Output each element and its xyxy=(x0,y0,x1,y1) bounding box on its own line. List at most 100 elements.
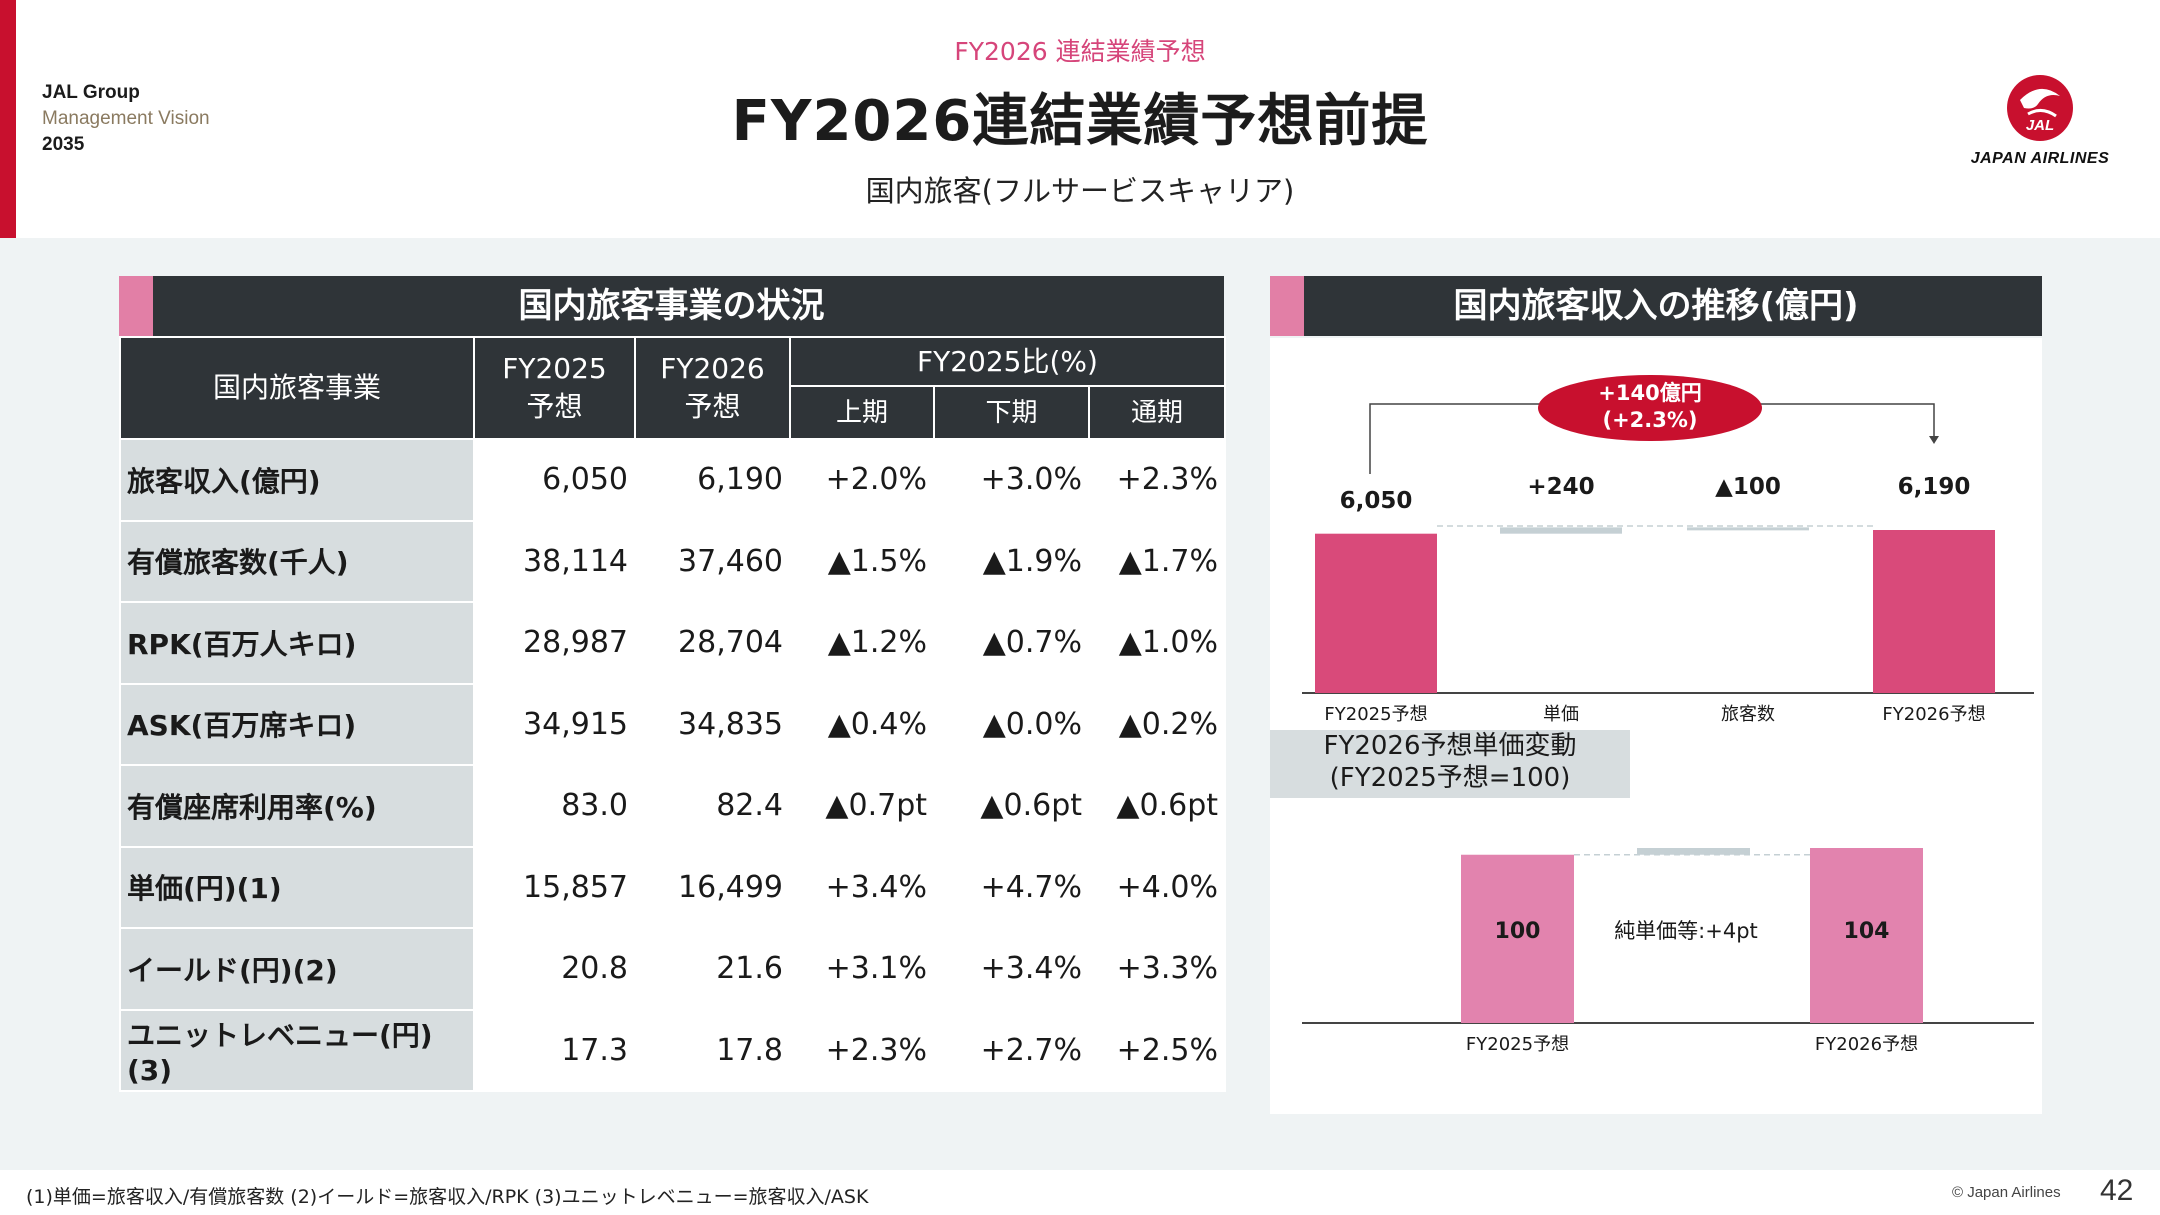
logo-mark-text: JAL xyxy=(2026,117,2054,134)
chart2-category-label: FY2026予想 xyxy=(1815,1034,1918,1055)
table-row: ASK(百万席キロ) 34,915 34,835 ▲0.4% ▲0.0% ▲0.2% xyxy=(119,682,1226,766)
cell-fy25: 6,050 xyxy=(473,438,636,522)
chart-section-header: 国内旅客収入の推移(億円) xyxy=(1270,276,2042,336)
cell-h2: ▲0.0% xyxy=(933,682,1090,766)
col-header-fy2026: FY2026 予想 xyxy=(634,336,791,440)
kicker-text: FY2026 連結業績予想 xyxy=(954,37,1206,66)
col-header-fy2026-year: FY2026 xyxy=(660,352,765,385)
chart1-value-label: +240 xyxy=(1527,474,1594,500)
chart2-category-label: FY2025予想 xyxy=(1466,1034,1569,1055)
cell-full: ▲0.6pt xyxy=(1088,764,1226,848)
page-title: FY2026連結業績予想前提 xyxy=(731,89,1429,154)
chart1-annotation-bubble xyxy=(1538,375,1762,441)
col-header-full: 通期 xyxy=(1088,385,1226,440)
table-row: イールド(円)(2) 20.8 21.6 +3.1% +3.4% +3.3% xyxy=(119,927,1226,1011)
row-label: ASK(百万席キロ) xyxy=(119,682,475,766)
cell-fy26: 21.6 xyxy=(634,927,791,1011)
cell-fy26: 17.8 xyxy=(634,1008,791,1092)
brand-line-1: JAL Group xyxy=(42,82,140,103)
cell-full: +4.0% xyxy=(1088,845,1226,929)
slide-header: JAL Group Management Vision 2035 FY2026 … xyxy=(0,0,2160,238)
cell-h1: +3.1% xyxy=(789,927,935,1011)
col-header-fy2026-note: 予想 xyxy=(684,390,741,423)
col-header-fy2025-note: 予想 xyxy=(526,390,583,423)
kpi-table-body: 旅客収入(億円) 6,050 6,190 +2.0% +3.0% +2.3% 有償旅客数(千… xyxy=(119,438,1226,1092)
accent-strip xyxy=(0,0,16,238)
table-row: ユニットレベニュー(円)(3) 17.3 17.8 +2.3% +2.7% +2.5% xyxy=(119,1008,1226,1092)
chart-section-title: 国内旅客収入の推移(億円) xyxy=(1453,286,1859,326)
chart1-value-label: 6,190 xyxy=(1898,474,1971,500)
col-header-fy2025-year: FY2025 xyxy=(502,352,607,385)
cell-full: ▲0.2% xyxy=(1088,682,1226,766)
cell-h2: +2.7% xyxy=(933,1008,1090,1092)
cell-h1: ▲0.4% xyxy=(789,682,935,766)
brand-line-3: 2035 xyxy=(42,134,85,155)
cell-h1: ▲1.2% xyxy=(789,601,935,685)
chart2-value-label: 104 xyxy=(1844,919,1890,944)
cell-h1: +2.3% xyxy=(789,1008,935,1092)
row-label: 単価(円)(1) xyxy=(119,845,475,929)
table-section-header: 国内旅客事業の状況 xyxy=(119,276,1224,336)
row-label: ユニットレベニュー(円)(3) xyxy=(119,1008,475,1092)
cell-full: +2.3% xyxy=(1088,438,1226,522)
logo-wordmark: JAPAN AIRLINES xyxy=(1970,150,2110,167)
chart1-bar xyxy=(1500,527,1622,534)
row-label: 旅客収入(億円) xyxy=(119,438,475,522)
page-number: 42 xyxy=(2100,1174,2134,1207)
cell-fy25: 83.0 xyxy=(473,764,636,848)
chart1-bracket-arrow xyxy=(1929,436,1939,444)
unit-price-caption-line1: FY2026予想単価変動 xyxy=(1323,731,1577,761)
cell-full: +3.3% xyxy=(1088,927,1226,1011)
col-group-header: FY2025比(%) xyxy=(789,336,1226,387)
table-row: 単価(円)(1) 15,857 16,499 +3.4% +4.7% +4.0% xyxy=(119,845,1226,929)
page-subtitle: 国内旅客(フルサービスキャリア) xyxy=(865,174,1295,208)
chart1-category-label: 旅客数 xyxy=(1721,704,1775,725)
copyright: © Japan Airlines xyxy=(1952,1184,2061,1201)
footnote: (1)単価=旅客収入/有償旅客数 (2)イールド=旅客収入/RPK (3)ユニッ… xyxy=(26,1186,869,1208)
table-section-title: 国内旅客事業の状況 xyxy=(518,286,825,326)
unit-price-chart-caption: FY2026予想単価変動 (FY2025予想=100) xyxy=(1270,730,1630,798)
cell-fy26: 82.4 xyxy=(634,764,791,848)
cell-h1: +3.4% xyxy=(789,845,935,929)
col-header-fy2025: FY2025 予想 xyxy=(473,336,636,440)
cell-h2: +4.7% xyxy=(933,845,1090,929)
row-label: RPK(百万人キロ) xyxy=(119,601,475,685)
table-header-row-1: 国内旅客事業 FY2025 予想 FY2026 予想 FY2025比(%) xyxy=(119,336,1226,440)
cell-h1: +2.0% xyxy=(789,438,935,522)
cell-full: +2.5% xyxy=(1088,1008,1226,1092)
revenue-waterfall-chart: +140億円 (+2.3%) 6,050 FY2025予想 +240 単価 ▲100 旅客… xyxy=(1302,375,2034,725)
cell-fy25: 20.8 xyxy=(473,927,636,1011)
col-header-h1: 上期 xyxy=(789,385,935,440)
cell-h2: ▲1.9% xyxy=(933,519,1090,603)
kpi-table: 国内旅客事業 FY2025 予想 FY2026 予想 FY2025比(%) 上期… xyxy=(119,336,1226,1092)
cell-fy26: 6,190 xyxy=(634,438,791,522)
chart1-bar xyxy=(1873,530,1995,693)
cell-fy25: 34,915 xyxy=(473,682,636,766)
section-header-accent xyxy=(1270,276,1304,336)
col-header-h2: 下期 xyxy=(933,385,1090,440)
section-header-accent xyxy=(119,276,153,336)
cell-fy26: 28,704 xyxy=(634,601,791,685)
table-row: 旅客収入(億円) 6,050 6,190 +2.0% +3.0% +2.3% xyxy=(119,438,1226,522)
corner-header: 国内旅客事業 xyxy=(119,336,475,440)
chart1-category-label: FY2025予想 xyxy=(1324,704,1427,725)
cell-full: ▲1.7% xyxy=(1088,519,1226,603)
revenue-charts: +140億円 (+2.3%) 6,050 FY2025予想 +240 単価 ▲100 旅客… xyxy=(1302,375,2034,1055)
chart2-delta-bar xyxy=(1637,848,1750,855)
cell-fy25: 28,987 xyxy=(473,601,636,685)
cell-fy25: 17.3 xyxy=(473,1008,636,1092)
cell-h1: ▲1.5% xyxy=(789,519,935,603)
table-header-row-2: 上期 下期 通期 xyxy=(120,385,1226,440)
brand-block: JAL Group Management Vision 2035 xyxy=(42,80,210,158)
chart2-value-label: 100 xyxy=(1495,919,1541,944)
unit-price-caption-line2: (FY2025予想=100) xyxy=(1329,763,1571,793)
cell-h2: +3.0% xyxy=(933,438,1090,522)
chart1-category-label: 単価 xyxy=(1543,704,1579,725)
chart1-category-label: FY2026予想 xyxy=(1882,704,1985,725)
table-row: RPK(百万人キロ) 28,987 28,704 ▲1.2% ▲0.7% ▲1.0% xyxy=(119,601,1226,685)
chart2-bar xyxy=(1461,854,1574,1023)
cell-full: ▲1.0% xyxy=(1088,601,1226,685)
chart1-annotation-line2: (+2.3%) xyxy=(1602,408,1697,432)
chart2-bar xyxy=(1810,848,1923,1023)
chart2-middle-label: 純単価等:+4pt xyxy=(1614,919,1758,943)
